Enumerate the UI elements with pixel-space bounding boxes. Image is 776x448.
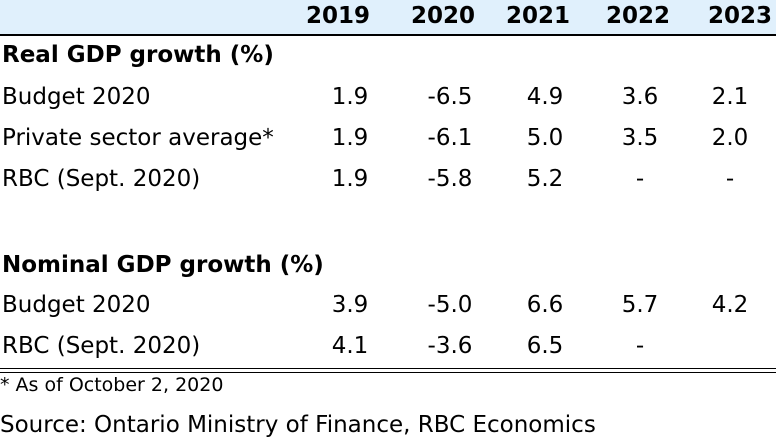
cell: -3.6 <box>427 333 473 359</box>
cell: 5.7 <box>621 292 659 318</box>
column-header-year: 2021 <box>505 3 570 29</box>
cell: 1.9 <box>331 84 369 110</box>
column-header-year: 2020 <box>410 3 475 29</box>
cell: - <box>725 166 735 192</box>
row-label: Private sector average* <box>2 125 274 151</box>
cell: 4.9 <box>526 84 564 110</box>
cell: - <box>635 333 645 359</box>
cell: 4.1 <box>331 333 369 359</box>
cell: -6.5 <box>427 84 473 110</box>
table-bottom-rule <box>0 368 776 373</box>
cell: 1.9 <box>331 125 369 151</box>
footnote: * As of October 2, 2020 <box>0 374 224 396</box>
column-header-year: 2022 <box>605 3 670 29</box>
table-row: Private sector average* 1.9 -6.1 5.0 3.5… <box>0 125 776 165</box>
row-label: RBC (Sept. 2020) <box>2 166 201 192</box>
section-heading-row: Nominal GDP growth (%) <box>0 252 776 292</box>
cell: 3.5 <box>621 125 659 151</box>
cell: 2.0 <box>711 125 749 151</box>
cell: 6.5 <box>526 333 564 359</box>
row-label: Budget 2020 <box>2 84 151 110</box>
cell: 5.2 <box>526 166 564 192</box>
cell: 4.2 <box>711 292 749 318</box>
row-label: RBC (Sept. 2020) <box>2 333 201 359</box>
cell: -6.1 <box>427 125 473 151</box>
cell: - <box>635 166 645 192</box>
cell: -5.8 <box>427 166 473 192</box>
column-header-year: 2019 <box>305 3 370 29</box>
cell: 1.9 <box>331 166 369 192</box>
table-row: RBC (Sept. 2020) 4.1 -3.6 6.5 - <box>0 333 776 373</box>
cell: 5.0 <box>526 125 564 151</box>
section-heading: Nominal GDP growth (%) <box>2 252 324 278</box>
cell: -5.0 <box>427 292 473 318</box>
cell: 2.1 <box>711 84 749 110</box>
table-row: RBC (Sept. 2020) 1.9 -5.8 5.2 - - <box>0 166 776 206</box>
section-heading: Real GDP growth (%) <box>2 42 274 68</box>
column-header-year: 2023 <box>707 3 772 29</box>
cell: 3.6 <box>621 84 659 110</box>
source-note: Source: Ontario Ministry of Finance, RBC… <box>0 412 596 438</box>
table-header: 2019 2020 2021 2022 2023 <box>0 0 776 36</box>
cell: 3.9 <box>331 292 369 318</box>
table-row: Budget 2020 3.9 -5.0 6.6 5.7 4.2 <box>0 292 776 332</box>
table-row: Budget 2020 1.9 -6.5 4.9 3.6 2.1 <box>0 84 776 124</box>
row-label: Budget 2020 <box>2 292 151 318</box>
cell: 6.6 <box>526 292 564 318</box>
section-heading-row: Real GDP growth (%) <box>0 42 776 82</box>
